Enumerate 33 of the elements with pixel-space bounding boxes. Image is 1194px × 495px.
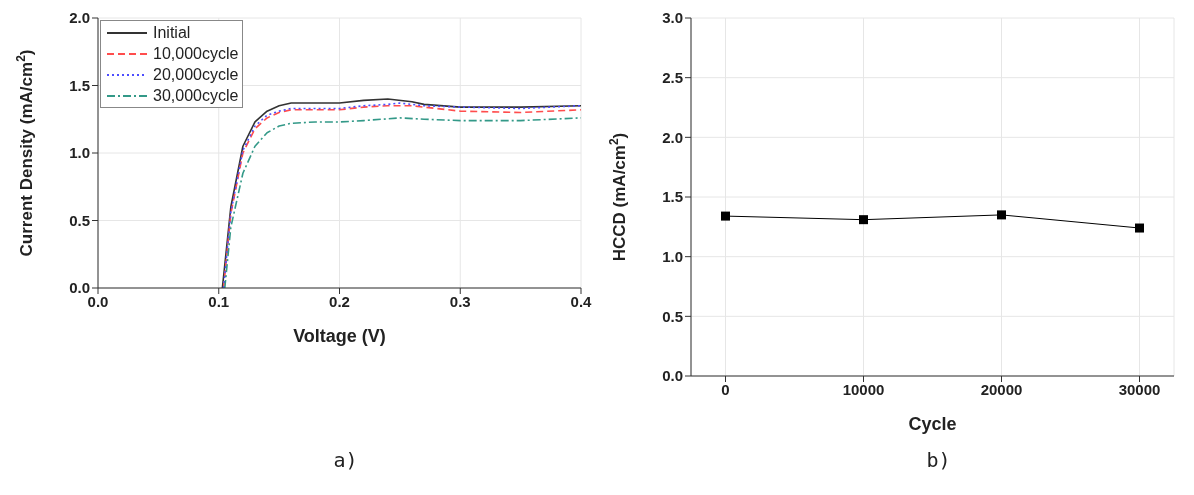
point xyxy=(1135,223,1144,233)
legend-label: 10,000cycle xyxy=(153,44,239,63)
y-tick-label: 3.0 xyxy=(662,9,683,27)
x-tick-label: 20000 xyxy=(980,380,1023,398)
point xyxy=(721,211,730,221)
y-tick-label: 1.0 xyxy=(662,247,683,265)
x-tick-label: 0.3 xyxy=(449,292,471,310)
y-tick-label: 0.0 xyxy=(662,367,683,385)
point xyxy=(859,215,868,225)
x-tick-label: 10000 xyxy=(842,380,885,398)
y-tick-label: 1.5 xyxy=(69,76,90,94)
x-axis-title: Voltage (V) xyxy=(293,326,386,346)
point xyxy=(997,210,1006,220)
y-tick-label: 0.0 xyxy=(69,279,90,297)
x-tick-label: 0.4 xyxy=(570,292,593,310)
y-tick-label: 2.0 xyxy=(69,9,90,27)
x-axis-title: Cycle xyxy=(908,414,957,434)
y-tick-label: 2.0 xyxy=(662,128,683,146)
y-tick-label: 1.0 xyxy=(69,144,90,162)
x-tick-label: 0.2 xyxy=(329,292,350,310)
y-tick-label: 0.5 xyxy=(69,211,90,229)
y-tick-label: 1.5 xyxy=(662,188,683,206)
x-tick-label: 0 xyxy=(721,380,730,398)
text: a) xyxy=(332,448,359,472)
text: b) xyxy=(925,448,952,472)
y-tick-label: 2.5 xyxy=(662,68,683,86)
x-tick-label: 0.1 xyxy=(208,292,230,310)
y-tick-label: 0.5 xyxy=(662,307,683,325)
legend-label: Initial xyxy=(153,23,191,42)
legend-label: 20,000cycle xyxy=(153,65,239,84)
legend-label: 30,000cycle xyxy=(153,86,239,105)
x-tick-label: 30000 xyxy=(1118,380,1161,398)
x-tick-label: 0.0 xyxy=(87,292,109,310)
